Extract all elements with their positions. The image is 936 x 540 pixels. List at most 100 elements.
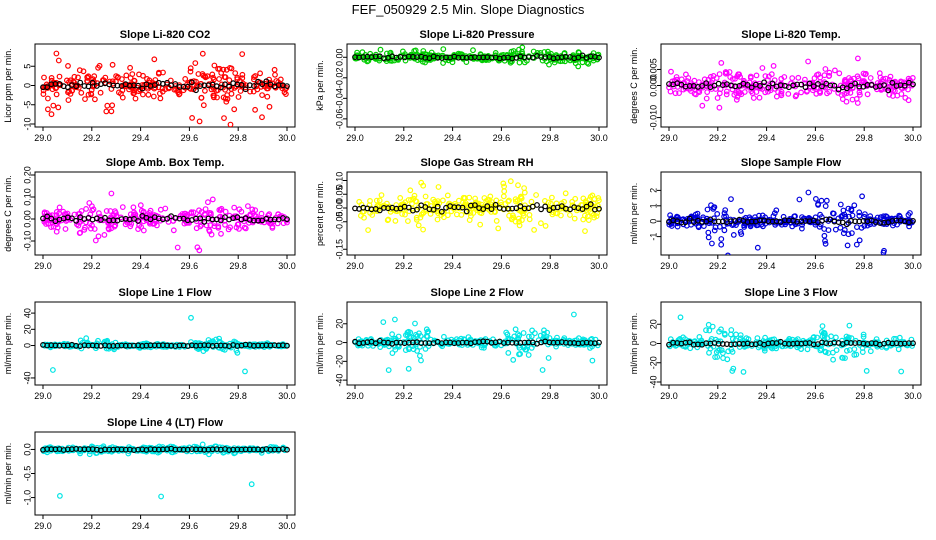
data-point	[461, 336, 467, 343]
chart-panel-6: Slope Sample Flow ml/min per min. 29.0 29.2…	[629, 157, 922, 271]
data-point	[859, 193, 865, 200]
data-point	[417, 352, 423, 359]
x-tick-label: 29.0	[34, 261, 52, 271]
data-point	[97, 89, 104, 96]
data-point	[224, 92, 231, 98]
data-point	[773, 207, 780, 214]
data-point	[833, 334, 839, 341]
data-point	[546, 61, 552, 68]
data-point	[716, 346, 723, 353]
data-point	[196, 247, 203, 254]
data-point	[122, 221, 129, 228]
data-point	[130, 212, 137, 219]
data-point	[192, 60, 199, 66]
data-point	[119, 204, 126, 211]
y-tick-label: 0.10	[334, 172, 344, 190]
reference-point	[259, 81, 266, 88]
data-point	[811, 75, 818, 82]
data-point	[407, 187, 414, 194]
data-point	[232, 70, 239, 76]
x-tick-label: 29.0	[660, 261, 678, 271]
chart-title: Slope Amb. Box Temp.	[106, 157, 225, 169]
data-point	[509, 51, 516, 58]
data-point	[211, 92, 217, 99]
y-tick-label: -0.010	[648, 105, 658, 131]
data-point	[50, 367, 56, 373]
data-point	[247, 211, 254, 218]
data-point	[83, 335, 90, 342]
data-point	[860, 331, 867, 338]
data-point	[412, 198, 419, 204]
data-point	[759, 65, 766, 71]
data-point	[257, 70, 264, 77]
y-tick-label: 0	[22, 83, 32, 88]
reference-point	[284, 216, 290, 223]
data-point	[176, 91, 183, 98]
x-tick-label: 29.4	[132, 261, 150, 271]
reference-point	[48, 215, 55, 222]
data-point	[101, 231, 108, 238]
data-point	[493, 217, 500, 224]
data-point	[216, 76, 223, 82]
data-point	[881, 247, 887, 254]
chart-panel-1: Slope Li-820 CO2 Licor ppm per min. 29.0 29…	[3, 29, 296, 143]
main-title: FEF_050929 2.5 Min. Slope Diagnostics	[351, 2, 585, 17]
data-point	[718, 60, 725, 66]
reference-point	[682, 219, 689, 226]
data-point	[458, 211, 465, 218]
data-point	[737, 332, 744, 339]
data-point	[256, 79, 263, 86]
reference-point	[843, 85, 850, 92]
data-point	[729, 336, 736, 342]
reference-point	[843, 221, 850, 228]
reference-point	[217, 217, 224, 224]
data-point	[542, 222, 549, 229]
y-tick-label: -40	[648, 375, 658, 388]
data-point	[155, 69, 162, 76]
data-point	[95, 233, 102, 240]
reference-point	[164, 79, 171, 86]
data-point	[775, 89, 781, 95]
data-point	[559, 58, 566, 64]
data-point	[475, 201, 481, 208]
x-tick-label: 29.6	[493, 261, 511, 271]
y-axis-label: kPa per min.	[315, 60, 325, 111]
y-tick-label: -40	[334, 374, 344, 387]
data-point	[84, 74, 91, 80]
data-point	[823, 197, 830, 204]
data-point	[844, 347, 850, 354]
data-point	[818, 197, 825, 204]
plot-frame	[346, 301, 608, 386]
reference-point	[372, 340, 379, 347]
x-tick-label: 29.2	[83, 261, 101, 271]
data-point	[86, 220, 93, 227]
reference-point	[901, 82, 908, 89]
data-point	[685, 75, 692, 81]
data-point	[188, 314, 194, 321]
reference-point	[517, 203, 524, 210]
data-point	[595, 195, 602, 201]
x-tick-label: 29.0	[34, 521, 52, 531]
data-point	[722, 207, 729, 214]
data-point	[712, 354, 718, 361]
data-point	[187, 68, 194, 75]
data-point	[472, 195, 479, 202]
data-point	[244, 203, 251, 210]
data-point	[855, 55, 861, 62]
x-tick-label: 29.4	[444, 133, 462, 143]
chart-panel-10: Slope Line 4 (LT) Flow ml/min per min. 29.…	[3, 417, 296, 531]
data-point	[747, 73, 754, 80]
x-tick-label: 29.6	[493, 133, 511, 143]
data-point	[724, 356, 731, 363]
data-point	[394, 208, 401, 215]
data-point	[239, 71, 246, 78]
data-point	[170, 227, 177, 234]
data-point	[725, 252, 731, 255]
x-tick-label: 29.4	[758, 261, 776, 271]
data-point	[275, 79, 282, 86]
data-point	[902, 94, 909, 101]
data-point	[854, 224, 860, 231]
data-point	[706, 349, 712, 356]
data-point	[211, 62, 218, 69]
data-point	[723, 91, 730, 98]
